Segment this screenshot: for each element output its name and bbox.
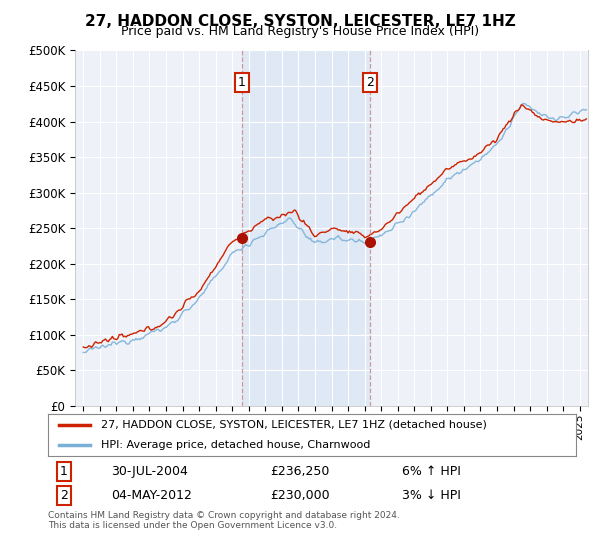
Text: £230,000: £230,000 <box>270 489 329 502</box>
Text: 1: 1 <box>60 465 68 478</box>
Text: 04-MAY-2012: 04-MAY-2012 <box>112 489 192 502</box>
Text: 30-JUL-2004: 30-JUL-2004 <box>112 465 188 478</box>
Bar <box>242 50 370 406</box>
Text: 2: 2 <box>60 489 68 502</box>
Text: Price paid vs. HM Land Registry's House Price Index (HPI): Price paid vs. HM Land Registry's House … <box>121 25 479 38</box>
Text: 27, HADDON CLOSE, SYSTON, LEICESTER, LE7 1HZ (detached house): 27, HADDON CLOSE, SYSTON, LEICESTER, LE7… <box>101 420 487 430</box>
Text: HPI: Average price, detached house, Charnwood: HPI: Average price, detached house, Char… <box>101 440 370 450</box>
Text: 2: 2 <box>366 76 374 89</box>
Text: 27, HADDON CLOSE, SYSTON, LEICESTER, LE7 1HZ: 27, HADDON CLOSE, SYSTON, LEICESTER, LE7… <box>85 14 515 29</box>
Text: Contains HM Land Registry data © Crown copyright and database right 2024.
This d: Contains HM Land Registry data © Crown c… <box>48 511 400 530</box>
Text: 3% ↓ HPI: 3% ↓ HPI <box>402 489 461 502</box>
Text: 6% ↑ HPI: 6% ↑ HPI <box>402 465 461 478</box>
Text: 1: 1 <box>238 76 246 89</box>
Text: £236,250: £236,250 <box>270 465 329 478</box>
